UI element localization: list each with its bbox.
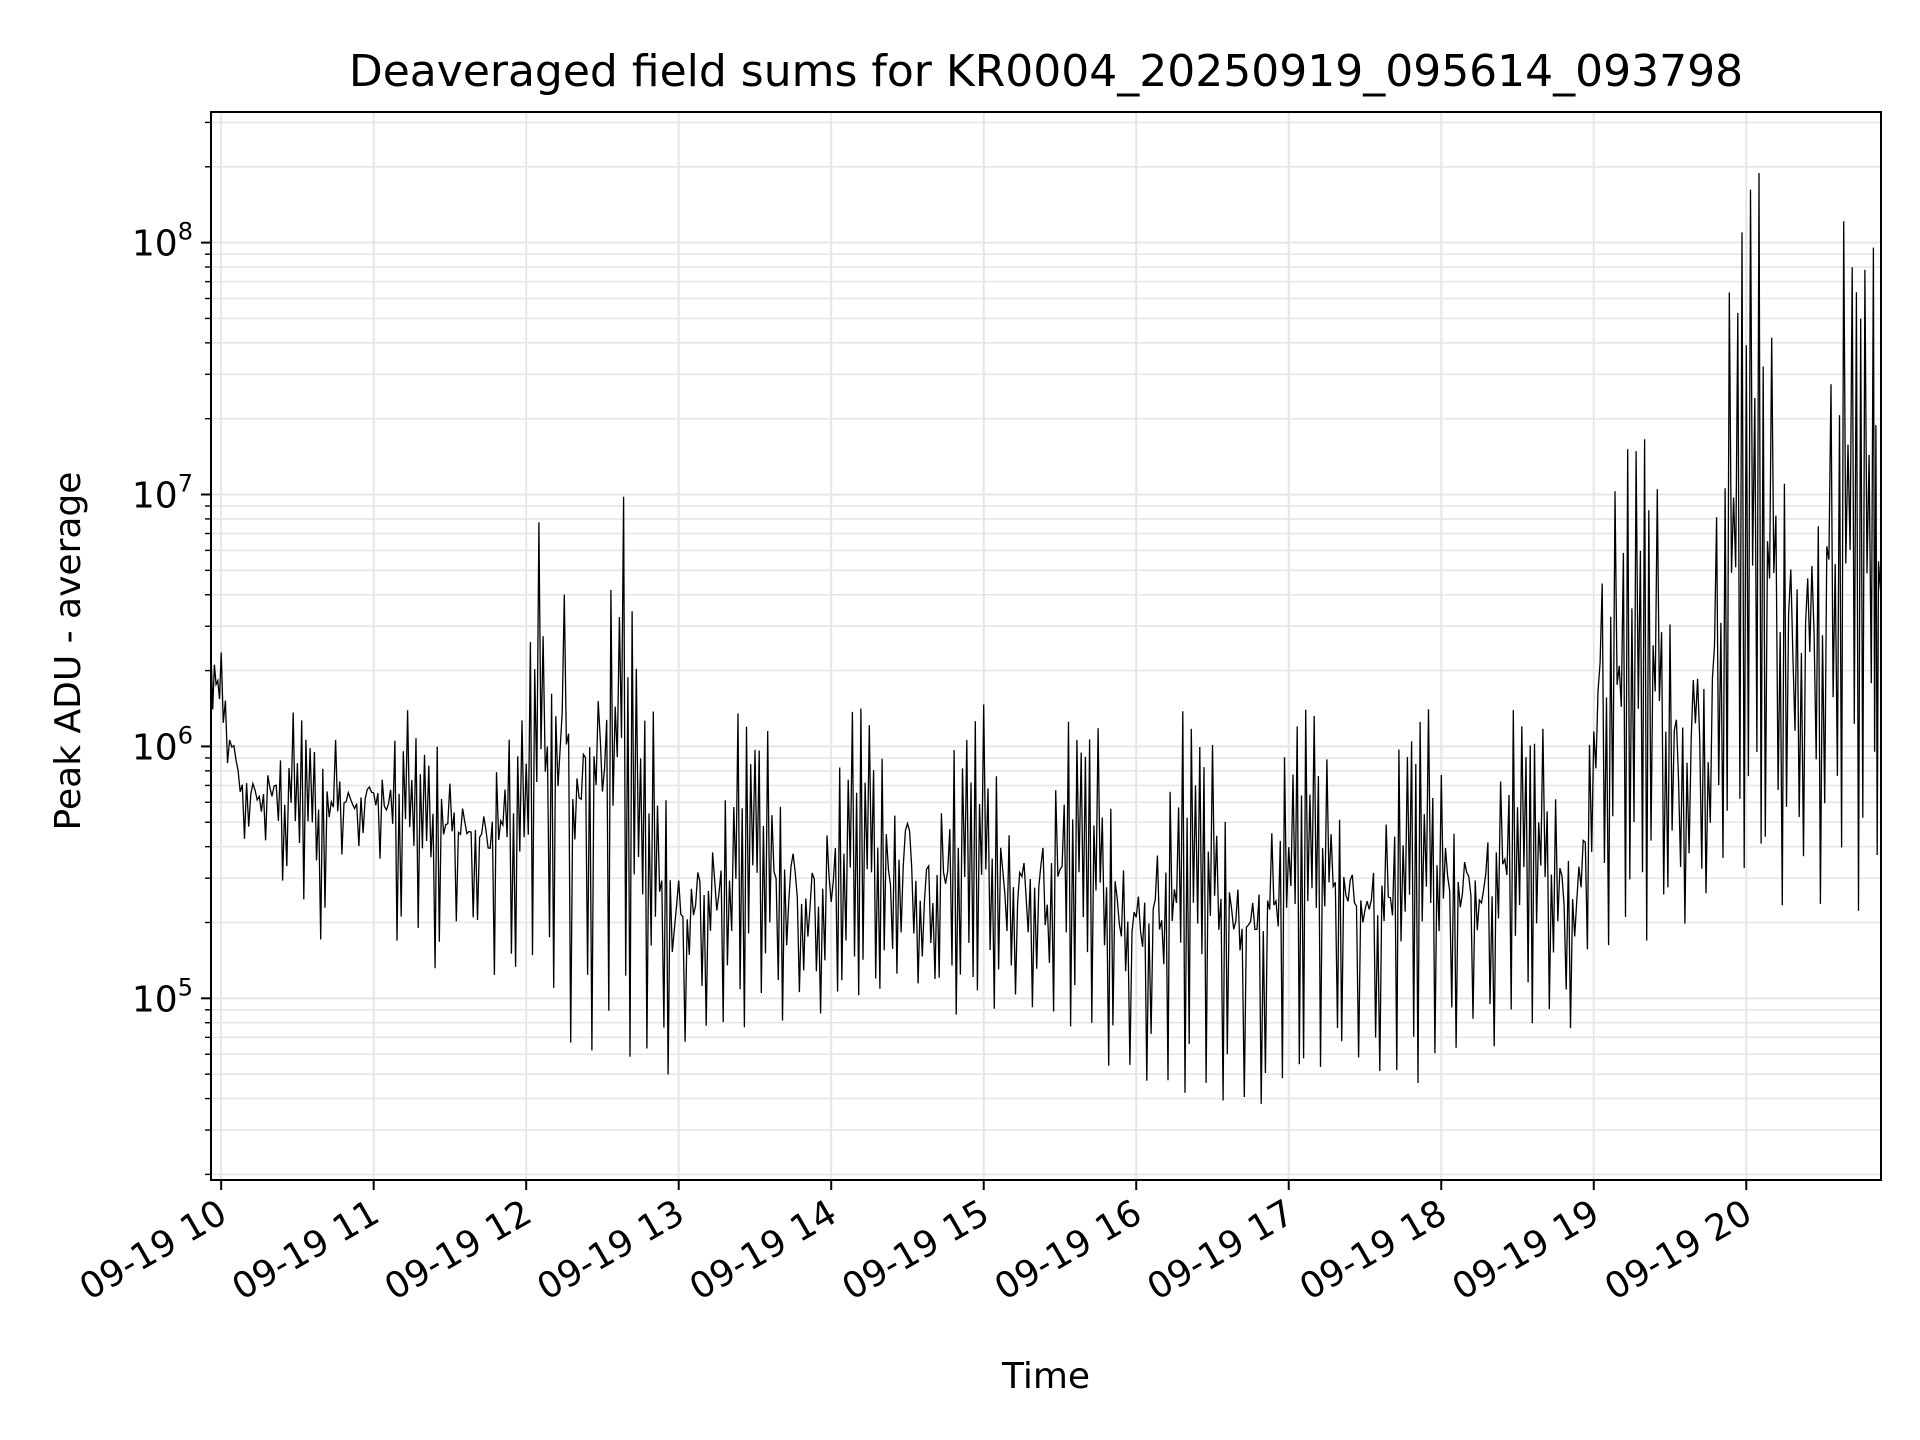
y-axis: 105 106 107 108 [132, 121, 211, 1176]
y-tick-label: 108 [132, 218, 193, 265]
chart-title: Deaveraged field sums for KR0004_2025091… [349, 46, 1743, 97]
x-tick-label: 09-19 16 [988, 1192, 1149, 1308]
x-tick-label: 09-19 17 [1141, 1192, 1302, 1308]
y-tick-label: 106 [132, 721, 193, 768]
x-tick-label: 09-19 18 [1293, 1192, 1454, 1308]
x-tick-label: 09-19 19 [1446, 1192, 1607, 1308]
x-axis-label: Time [1001, 1356, 1090, 1397]
x-tick-label: 09-19 12 [378, 1192, 539, 1308]
x-tick-label: 09-19 14 [683, 1192, 844, 1308]
x-tick-label: 09-19 13 [531, 1192, 692, 1308]
y-tick-label: 107 [132, 470, 193, 517]
y-tick-label: 105 [132, 973, 193, 1020]
plot-frame [210, 111, 1882, 1181]
x-tick-label: 09-19 11 [226, 1192, 387, 1308]
x-tick-label: 09-19 15 [836, 1192, 997, 1308]
y-axis-label: Peak ADU - average [48, 472, 89, 831]
grid-layer [211, 112, 1881, 1180]
x-tick-label: 09-19 20 [1598, 1192, 1759, 1308]
plot-area [210, 172, 1882, 1104]
x-tick-label: 09-19 10 [73, 1192, 234, 1308]
series-line [210, 172, 1882, 1104]
